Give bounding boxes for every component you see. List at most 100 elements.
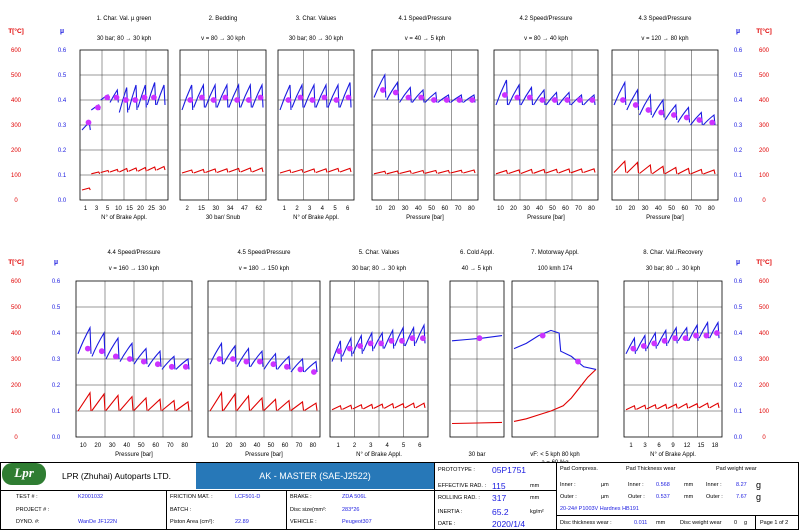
- compress-inner-label: Inner :: [560, 482, 576, 488]
- temp-tick-left: 100: [11, 409, 22, 415]
- temperature-ramp: [304, 402, 318, 411]
- temperature-ramp: [236, 394, 251, 411]
- inertia-value: 65.2: [492, 507, 509, 517]
- avg-friction-marker: [222, 94, 229, 101]
- friction-sawtooth: [161, 355, 176, 370]
- x-tick-label: 40: [415, 206, 422, 212]
- friction-sawtooth: [251, 82, 264, 108]
- temperature-ramp: [291, 168, 304, 174]
- temperature-ramp: [570, 168, 584, 174]
- temperature-ramp: [91, 392, 106, 411]
- friction-sawtooth: [545, 91, 559, 106]
- disc-size-label: Disc size(mm²:: [290, 507, 327, 513]
- x-tick-label: 40: [655, 206, 662, 212]
- friction-value: LCF501-D: [235, 494, 261, 500]
- x-tick-label: 50: [668, 206, 675, 212]
- mu-tick-left: 0.2: [52, 383, 61, 389]
- avg-friction-marker: [651, 340, 658, 347]
- temperature-ramp: [279, 169, 292, 174]
- friction-sawtooth: [327, 82, 340, 108]
- x-tick-label: 40: [123, 443, 130, 449]
- x-tick-label: 50: [138, 443, 145, 449]
- weight-outer-value: 7.67: [736, 494, 747, 500]
- avg-friction-marker: [632, 102, 639, 108]
- friction-sawtooth: [240, 82, 252, 108]
- temp-tick-left: 200: [11, 148, 22, 154]
- x-tick-label: 2: [295, 206, 299, 212]
- x-tick-label: 70: [575, 206, 582, 212]
- x-axis-label: N° of Brake Appl.: [101, 215, 147, 221]
- friction-sawtooth: [77, 325, 92, 354]
- avg-friction-marker: [132, 97, 139, 103]
- avg-friction-marker: [469, 97, 476, 103]
- thick-outer-unit: mm: [684, 494, 694, 500]
- avg-friction-marker: [575, 358, 581, 365]
- x-tick-label: 62: [255, 206, 262, 212]
- mu-axis-title-left: µ: [54, 259, 58, 266]
- x-tick-label: 6: [657, 443, 661, 449]
- temp-tick-left: 500: [11, 73, 22, 79]
- temperature-ramp: [709, 402, 720, 409]
- temperature-ramp: [463, 169, 476, 174]
- temp-tick-right: 300: [759, 357, 770, 363]
- x-tick-label: 5: [106, 206, 110, 212]
- friction-sawtooth: [399, 86, 412, 103]
- temperature-ramp: [646, 404, 657, 410]
- x-tick-label: 2: [353, 443, 357, 449]
- temperature-ramp: [327, 167, 340, 173]
- temperature-ramp: [303, 168, 316, 174]
- panel-subtitle: 100 kmh 174: [538, 266, 573, 272]
- friction-sawtooth: [362, 330, 374, 352]
- panel-title: 7. Motorway Appl.: [531, 250, 579, 256]
- temp-tick-left: 0: [14, 435, 18, 441]
- temp-tick-right: 600: [759, 279, 770, 285]
- effective-radius-unit: mm: [530, 483, 540, 489]
- temperature-ramp: [147, 166, 157, 171]
- x-tick-label: 50: [549, 206, 556, 212]
- x-tick-label: 30: [523, 206, 530, 212]
- avg-friction-marker: [321, 94, 328, 101]
- avg-friction-marker: [284, 363, 290, 370]
- disc-weight-wear-unit: g: [744, 520, 748, 526]
- friction-sawtooth: [147, 349, 162, 368]
- temperature-ramp: [175, 400, 190, 411]
- friction-sawtooth: [698, 320, 710, 339]
- weight-inner-unit: g: [756, 480, 762, 490]
- avg-friction-marker: [98, 348, 105, 355]
- avg-friction-marker: [539, 332, 546, 339]
- friction-sawtooth: [702, 113, 716, 126]
- temperature-ramp: [399, 170, 412, 175]
- friction-sawtooth: [216, 82, 229, 108]
- x-tick-label: 40: [254, 443, 261, 449]
- avg-friction-marker: [367, 340, 374, 347]
- temp-tick-right: 500: [759, 305, 770, 311]
- compress-outer-label: Outer :: [560, 494, 577, 500]
- x-axis-label: vF: < 5 kph 80 kph: [530, 452, 580, 458]
- mu-tick-right: 0.2: [734, 383, 743, 389]
- temperature-ramp: [677, 167, 691, 175]
- friction-sawtooth: [646, 331, 657, 349]
- panel-subtitle: 30 bar; 80 → 30 kph: [352, 266, 406, 272]
- friction-sawtooth: [635, 333, 647, 352]
- x-tick-label: 1: [283, 206, 287, 212]
- friction-sawtooth: [175, 357, 190, 370]
- friction-sawtooth: [315, 82, 328, 108]
- avg-friction-marker: [399, 337, 405, 344]
- avg-friction-marker: [682, 335, 689, 342]
- temperature-ramp: [667, 403, 678, 409]
- friction-sawtooth: [236, 347, 251, 368]
- panel-subtitle: 40 → 5 kph: [462, 266, 493, 272]
- temperature-ramp: [228, 167, 241, 173]
- x-tick-label: 1: [336, 443, 340, 449]
- temperature-ramp: [363, 403, 374, 410]
- x-tick-label: 70: [296, 443, 303, 449]
- avg-friction-marker: [392, 89, 399, 96]
- friction-sawtooth: [507, 83, 521, 106]
- temperature-ramp: [240, 167, 252, 173]
- avg-friction-marker: [84, 345, 91, 352]
- avg-friction-marker: [112, 353, 119, 360]
- mu-axis-title-right: µ: [736, 28, 740, 35]
- panel-subtitle: v = 120 → 80 kph: [641, 36, 688, 42]
- disc-size-value: 283*26: [342, 507, 360, 513]
- panel-title: 8. Char. Val./Recovery: [643, 250, 703, 256]
